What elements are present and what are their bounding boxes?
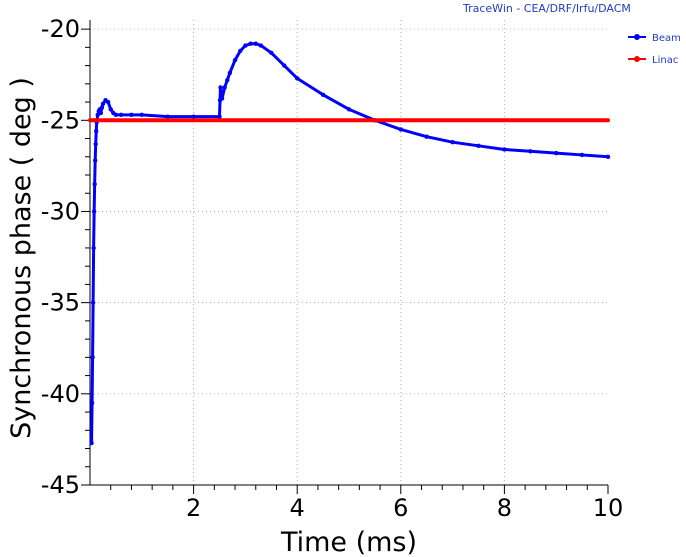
data-point-beam bbox=[94, 129, 99, 134]
data-point-beam bbox=[253, 41, 258, 46]
data-point-beam bbox=[219, 96, 225, 101]
axes: 2 4 6 8 10 -20 -25 -30 -35 -40 -45 bbox=[41, 15, 623, 522]
data-point-beam bbox=[91, 209, 97, 214]
legend-marker-linac bbox=[634, 56, 640, 62]
grid-lines bbox=[90, 20, 608, 485]
data-point-beam bbox=[98, 110, 104, 116]
data-point-beam bbox=[605, 154, 611, 159]
data-point-beam bbox=[295, 76, 300, 81]
data-point-beam bbox=[113, 112, 119, 118]
data-point-beam bbox=[191, 114, 196, 119]
x-axis-label: Time (ms) bbox=[280, 527, 417, 557]
data-point-beam bbox=[238, 48, 243, 54]
plot-area bbox=[90, 20, 608, 485]
legend-marker-beam bbox=[634, 34, 640, 40]
data-point-beam bbox=[398, 127, 403, 132]
data-point-beam bbox=[424, 134, 429, 139]
y-axis-label: Synchronous phase ( deg ) bbox=[6, 77, 37, 439]
data-series bbox=[88, 41, 611, 446]
data-point-beam bbox=[528, 149, 533, 154]
data-point-beam bbox=[89, 440, 94, 446]
x-tick-label: 6 bbox=[393, 494, 408, 522]
data-point-beam bbox=[92, 181, 97, 187]
legend-label-linac: Linac bbox=[652, 55, 678, 66]
x-tick-label: 8 bbox=[497, 494, 512, 522]
y-tick-label: -40 bbox=[41, 380, 80, 408]
data-point-beam bbox=[346, 107, 352, 112]
data-point-beam bbox=[269, 50, 274, 56]
y-tick-label: -25 bbox=[41, 106, 80, 134]
data-point-beam bbox=[99, 105, 105, 110]
y-tick-label: -20 bbox=[41, 15, 80, 43]
data-point-beam bbox=[165, 114, 170, 119]
y-tick-label: -35 bbox=[41, 289, 80, 317]
x-tick-label: 10 bbox=[593, 494, 624, 522]
data-point-beam bbox=[217, 114, 222, 119]
data-point-beam bbox=[579, 152, 585, 158]
data-point-beam bbox=[502, 147, 507, 152]
data-point-beam bbox=[258, 43, 264, 48]
x-tick-label: 2 bbox=[186, 494, 201, 522]
data-point-beam bbox=[243, 43, 248, 48]
data-point-beam bbox=[227, 70, 233, 76]
y-tick-label: -30 bbox=[41, 197, 80, 225]
legend: Beam Linac bbox=[628, 33, 681, 66]
data-point-beam bbox=[222, 85, 227, 90]
data-point-beam bbox=[218, 85, 223, 90]
data-point-beam bbox=[450, 139, 455, 145]
data-point-beam bbox=[92, 158, 98, 163]
data-point-beam bbox=[139, 112, 144, 118]
data-point-beam bbox=[90, 355, 95, 360]
data-point-beam bbox=[118, 112, 124, 118]
data-point-beam bbox=[248, 41, 253, 46]
data-point-beam bbox=[91, 245, 96, 251]
data-point-beam bbox=[89, 400, 95, 406]
data-point-beam bbox=[100, 101, 106, 107]
data-point-beam bbox=[129, 112, 134, 118]
data-point-beam bbox=[476, 143, 481, 149]
legend-label-beam: Beam bbox=[652, 33, 681, 44]
data-point-beam bbox=[90, 300, 96, 305]
x-tick-label: 4 bbox=[290, 494, 305, 522]
data-point-beam bbox=[93, 141, 98, 147]
software-credit: TraceWin - CEA/DRF/Irfu/DACM bbox=[463, 2, 631, 15]
data-point-beam bbox=[554, 150, 559, 156]
data-point-beam bbox=[108, 107, 113, 112]
data-point-beam bbox=[105, 99, 111, 105]
data-point-beam bbox=[232, 57, 238, 63]
y-tick-label: -45 bbox=[41, 471, 80, 499]
data-point-beam bbox=[320, 92, 326, 97]
data-point-beam bbox=[225, 77, 230, 83]
data-point-beam bbox=[282, 63, 287, 68]
